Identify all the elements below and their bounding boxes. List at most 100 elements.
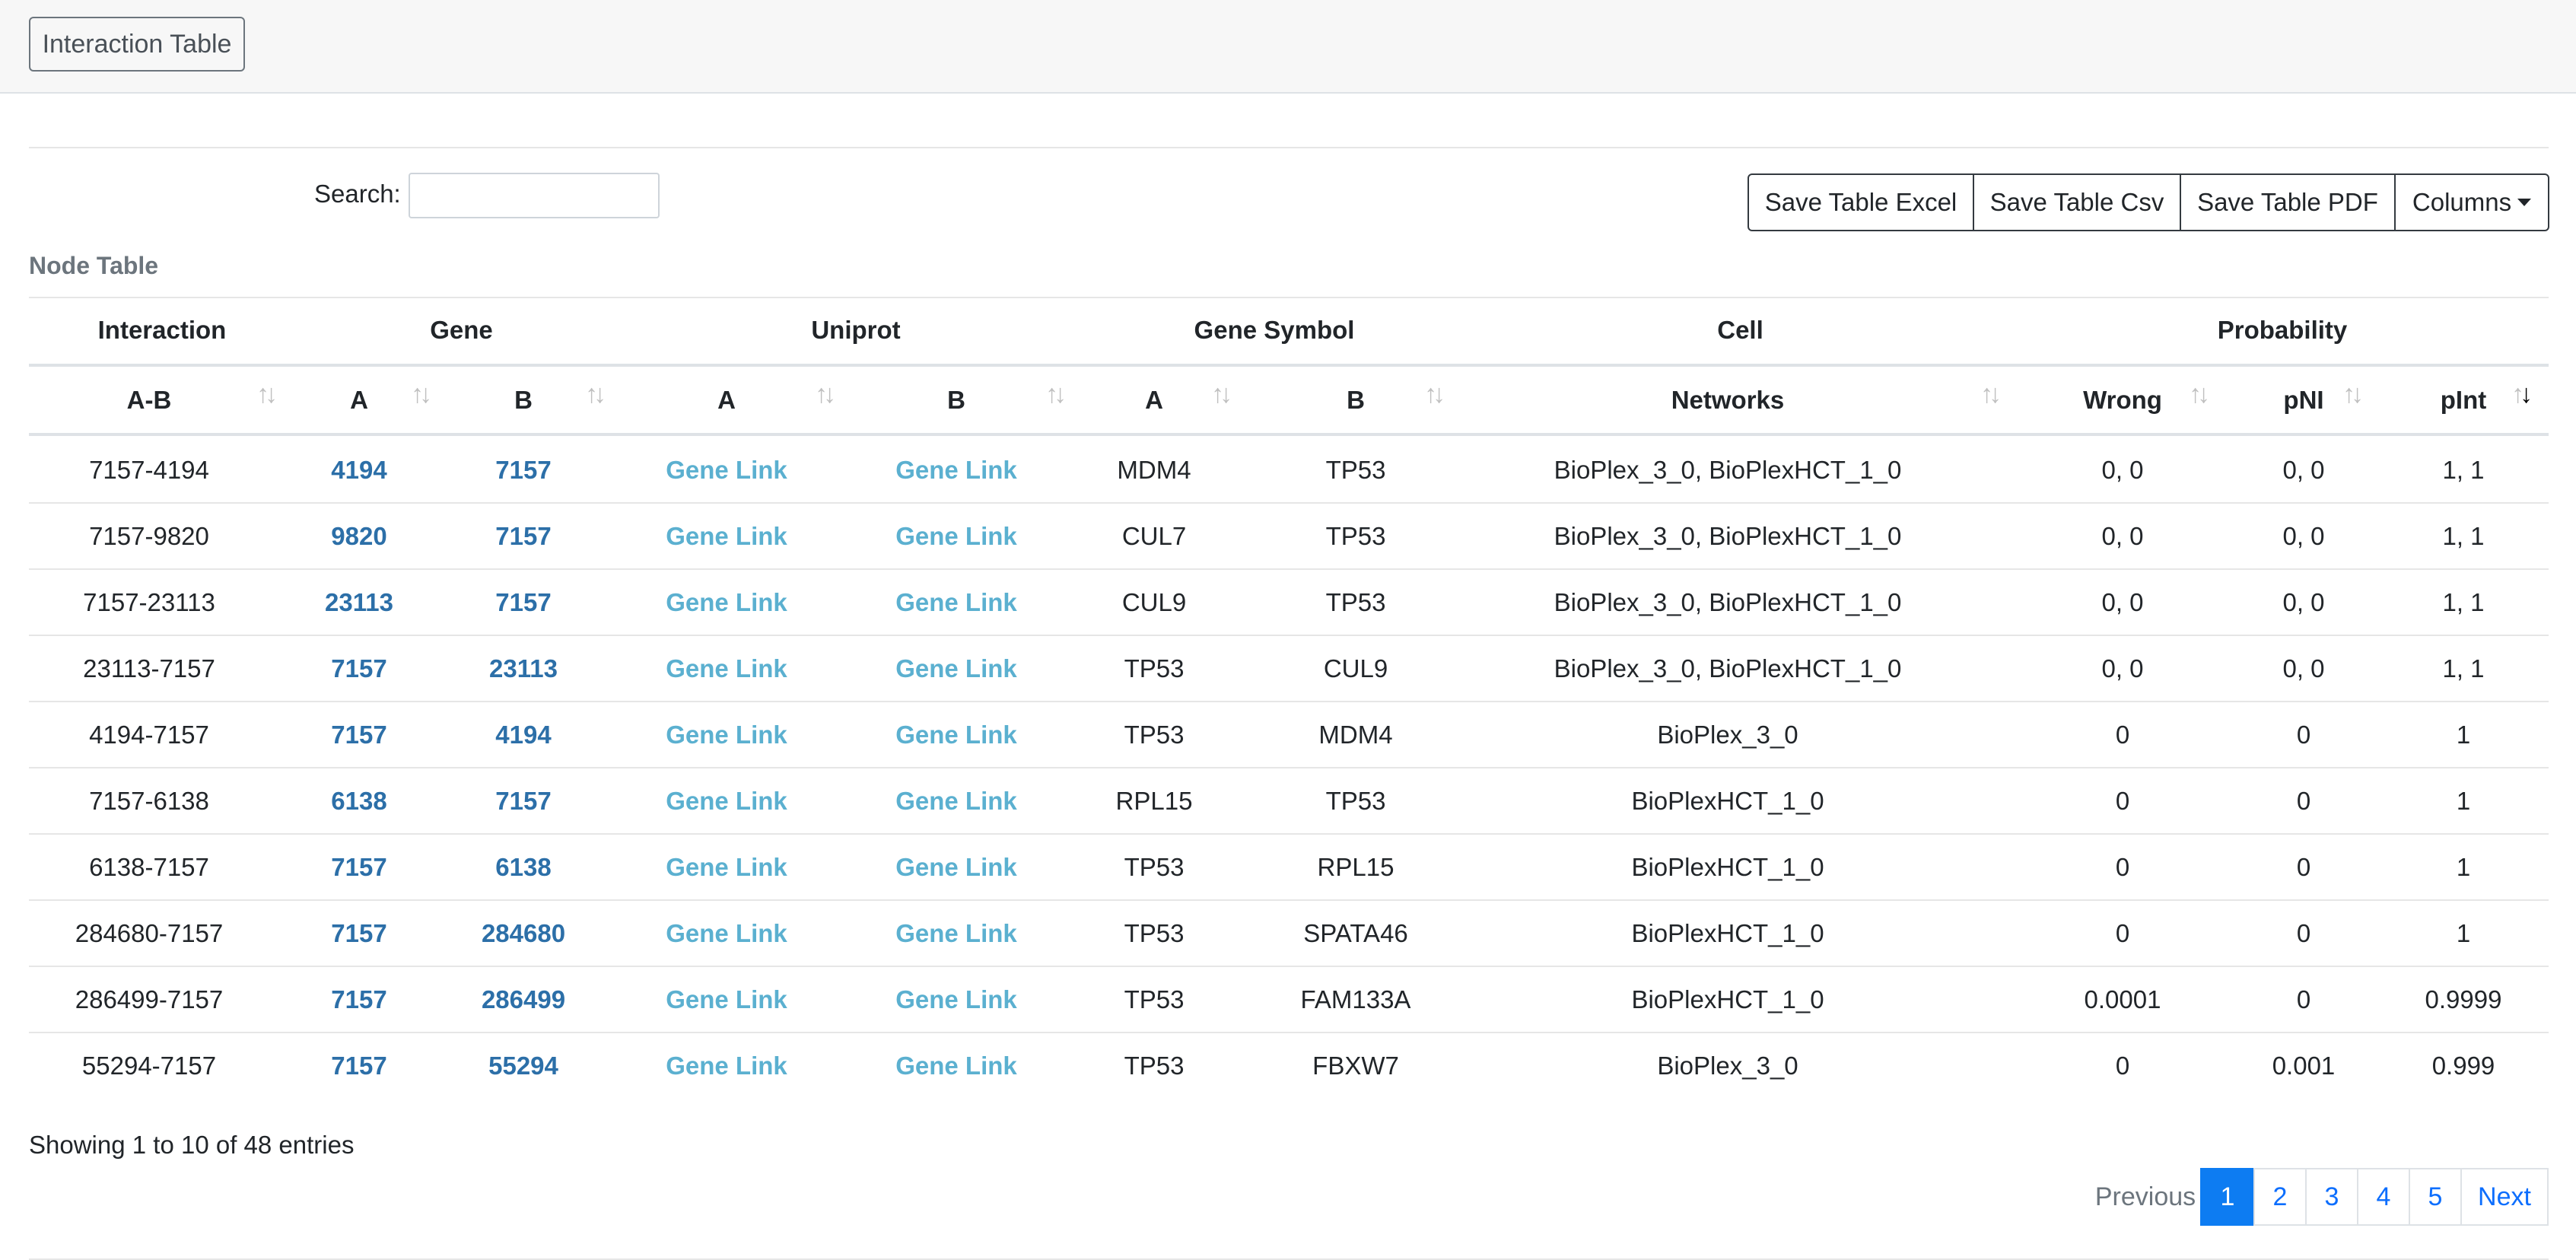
- gene-id-link[interactable]: 7157: [495, 521, 552, 550]
- col-networks-header[interactable]: Networks: [1671, 386, 1785, 414]
- gene-id-link[interactable]: 23113: [325, 587, 393, 616]
- sort-icon[interactable]: ↑ ↓: [1204, 379, 1235, 409]
- gene-id-link[interactable]: 7157: [495, 786, 552, 815]
- columns-dropdown-button[interactable]: Columns: [2394, 173, 2549, 231]
- uniprot-gene-link[interactable]: Gene Link: [895, 521, 1017, 550]
- col-pint-header[interactable]: pInt: [2440, 386, 2487, 414]
- save-csv-button[interactable]: Save Table Csv: [1973, 173, 2181, 231]
- gene-id-link[interactable]: 284680: [481, 918, 566, 947]
- uniprot-gene-link[interactable]: Gene Link: [666, 985, 787, 1013]
- uniprot-gene-link[interactable]: Gene Link: [666, 654, 787, 682]
- uniprot-gene-link[interactable]: Gene Link: [666, 455, 787, 484]
- save-excel-button[interactable]: Save Table Excel: [1748, 173, 1974, 231]
- search-input[interactable]: [409, 173, 660, 218]
- col-gene-a-header[interactable]: A: [350, 386, 368, 414]
- sort-icon[interactable]: ↑ ↓: [578, 379, 609, 409]
- page-button-3[interactable]: 3: [2305, 1168, 2358, 1226]
- col-symbol-a-cell: CUL9: [1121, 587, 1187, 616]
- sort-icon[interactable]: ↑ ↓: [1417, 379, 1448, 409]
- uniprot-gene-link[interactable]: Gene Link: [895, 654, 1017, 682]
- group-header-interaction: Interaction: [97, 316, 227, 344]
- uniprot-gene-link[interactable]: Gene Link: [666, 521, 787, 550]
- gene-id-link[interactable]: 7157: [495, 455, 552, 484]
- uniprot-gene-link[interactable]: Gene Link: [895, 852, 1017, 881]
- save-pdf-button[interactable]: Save Table PDF: [2180, 173, 2396, 231]
- uniprot-gene-link[interactable]: Gene Link: [666, 587, 787, 616]
- sort-icon[interactable]: ↑ ↓: [2182, 379, 2212, 409]
- gene-id-link[interactable]: 23113: [489, 654, 558, 682]
- col-symbol-b-header[interactable]: B: [1347, 386, 1365, 414]
- uniprot-gene-link[interactable]: Gene Link: [895, 985, 1017, 1013]
- gene-id-link[interactable]: 7157: [495, 587, 552, 616]
- gene-id-link[interactable]: 7157: [331, 918, 387, 947]
- uniprot-gene-link[interactable]: Gene Link: [666, 918, 787, 947]
- col-pni-cell: 0, 0: [2282, 587, 2325, 616]
- uniprot-gene-link[interactable]: Gene Link: [895, 455, 1017, 484]
- sort-icon[interactable]: ↑ ↓: [2504, 379, 2535, 409]
- previous-page-button[interactable]: Previous: [2092, 1168, 2199, 1226]
- gene-id-link[interactable]: 7157: [331, 852, 387, 881]
- uniprot-gene-link[interactable]: Gene Link: [666, 1051, 787, 1080]
- gene-id-link[interactable]: 286499: [481, 985, 566, 1013]
- col-symbol-a-cell: CUL7: [1121, 521, 1187, 550]
- page-button-2[interactable]: 2: [2253, 1168, 2307, 1226]
- page-button-1[interactable]: 1: [2200, 1168, 2255, 1226]
- col-wrong-header[interactable]: Wrong: [2083, 386, 2162, 414]
- gene-id-link[interactable]: 55294: [488, 1051, 558, 1080]
- table-row-divider: [29, 502, 2549, 504]
- gene-id-link[interactable]: 6138: [331, 786, 387, 815]
- uniprot-gene-link[interactable]: Gene Link: [895, 786, 1017, 815]
- uniprot-gene-link[interactable]: Gene Link: [666, 720, 787, 749]
- sort-icon[interactable]: ↑ ↓: [1973, 379, 2004, 409]
- sort-icon[interactable]: ↑ ↓: [2336, 379, 2366, 409]
- col-networks-cell: BioPlexHCT_1_0: [1631, 918, 1824, 947]
- col-uniprot-b-header[interactable]: B: [947, 386, 965, 414]
- gene-id-link[interactable]: 7157: [331, 985, 387, 1013]
- table-row-divider: [29, 568, 2549, 570]
- page-button-5[interactable]: 5: [2409, 1168, 2462, 1226]
- col-pni-cell: 0.001: [2272, 1051, 2336, 1080]
- col-pint-cell: 1, 1: [2442, 587, 2485, 616]
- uniprot-gene-link[interactable]: Gene Link: [895, 587, 1017, 616]
- col-wrong-cell: 0: [2115, 852, 2130, 881]
- gene-id-link[interactable]: 7157: [331, 720, 387, 749]
- interaction-table-button[interactable]: Interaction Table: [29, 17, 245, 72]
- col-networks-cell: BioPlexHCT_1_0: [1631, 786, 1824, 815]
- gene-id-link[interactable]: 7157: [331, 1051, 387, 1080]
- gene-id-link[interactable]: 4194: [495, 720, 552, 749]
- sort-down-arrow-icon: ↓: [2197, 379, 2210, 409]
- top-bar: Interaction Table: [0, 0, 2576, 94]
- group-header-gene-symbol: Gene Symbol: [1194, 316, 1355, 344]
- col-pint-cell: 1, 1: [2442, 521, 2485, 550]
- uniprot-gene-link[interactable]: Gene Link: [895, 1051, 1017, 1080]
- sort-icon[interactable]: ↑ ↓: [1038, 379, 1069, 409]
- next-page-button[interactable]: Next: [2460, 1168, 2549, 1226]
- col-a-b-header[interactable]: A-B: [126, 386, 172, 414]
- sort-icon[interactable]: ↑ ↓: [808, 379, 838, 409]
- sort-icon[interactable]: ↑ ↓: [404, 379, 434, 409]
- col-symbol-b-cell: CUL9: [1323, 654, 1388, 682]
- uniprot-gene-link[interactable]: Gene Link: [895, 918, 1017, 947]
- uniprot-gene-link[interactable]: Gene Link: [666, 852, 787, 881]
- sort-up-arrow-icon: ↑: [2189, 379, 2202, 409]
- col-pni-header[interactable]: pNI: [2283, 386, 2324, 414]
- sort-up-arrow-icon: ↑: [411, 379, 424, 409]
- sort-down-arrow-icon: ↓: [2351, 379, 2364, 409]
- gene-id-link[interactable]: 7157: [331, 654, 387, 682]
- gene-id-link[interactable]: 4194: [331, 455, 387, 484]
- col-uniprot-a-header[interactable]: A: [717, 386, 736, 414]
- col-symbol-b-cell: TP53: [1325, 587, 1386, 616]
- col-gene-b-header[interactable]: B: [514, 386, 533, 414]
- sort-icon[interactable]: ↑ ↓: [250, 379, 280, 409]
- columns-label: Columns: [2412, 188, 2512, 216]
- col-pni-cell: 0: [2296, 985, 2311, 1013]
- table-row-divider: [29, 635, 2549, 636]
- gene-id-link[interactable]: 6138: [495, 852, 552, 881]
- col-symbol-a-header[interactable]: A: [1145, 386, 1163, 414]
- uniprot-gene-link[interactable]: Gene Link: [895, 720, 1017, 749]
- col-symbol-b-cell: SPATA46: [1303, 918, 1408, 947]
- col-symbol-a-cell: TP53: [1124, 654, 1185, 682]
- uniprot-gene-link[interactable]: Gene Link: [666, 786, 787, 815]
- page-button-4[interactable]: 4: [2357, 1168, 2410, 1226]
- gene-id-link[interactable]: 9820: [331, 521, 387, 550]
